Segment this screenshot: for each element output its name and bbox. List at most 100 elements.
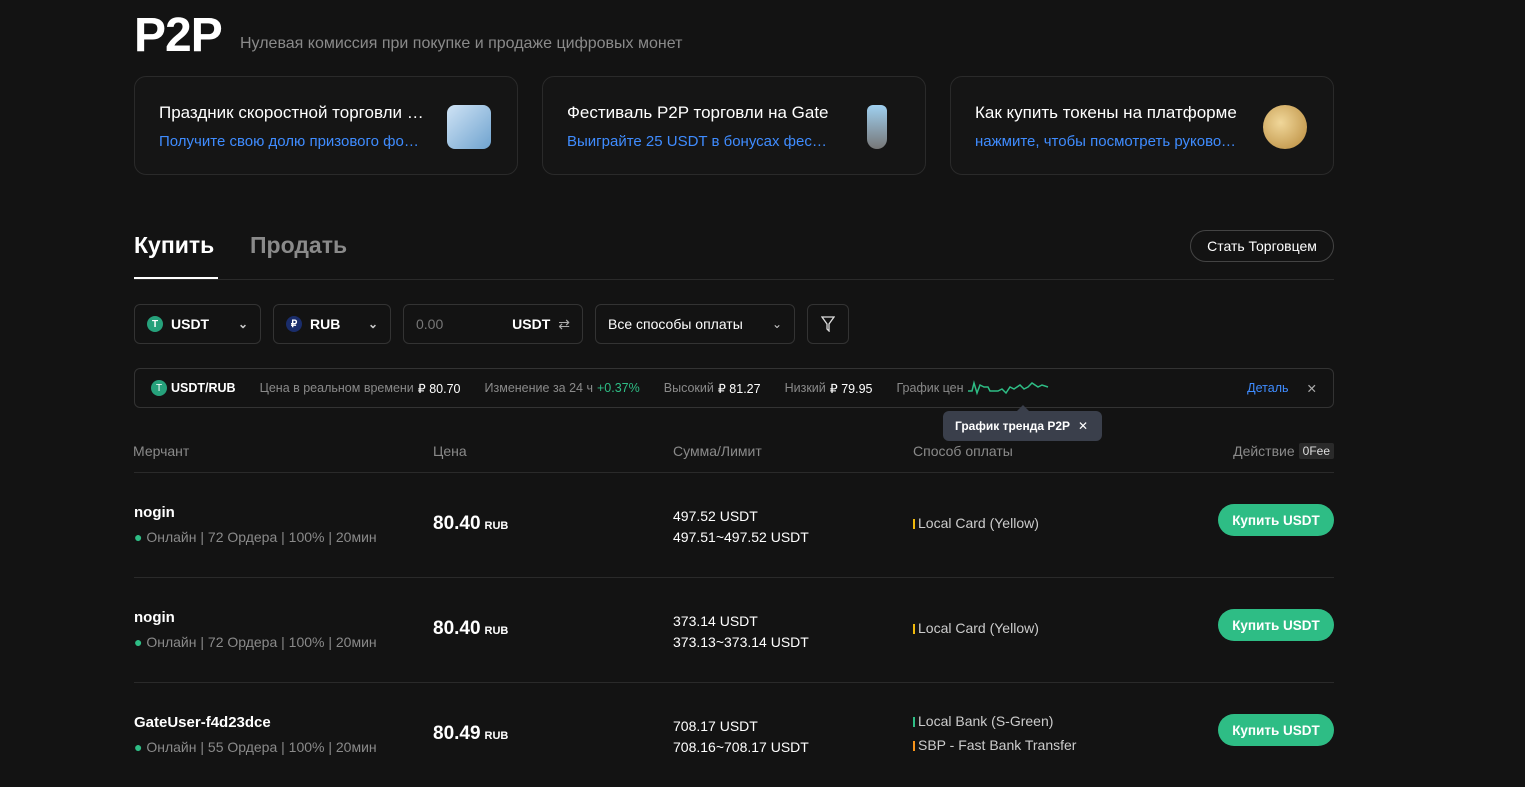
high-value: ₽ 81.27 bbox=[717, 381, 761, 396]
payment-label: Local Card (Yellow) bbox=[918, 515, 1039, 531]
tether-icon: T bbox=[151, 380, 167, 396]
price-currency: RUB bbox=[484, 730, 509, 742]
page-subtitle: Нулевая комиссия при покупке и продаже ц… bbox=[240, 35, 683, 52]
ticker-pair: USDT/RUB bbox=[171, 381, 236, 395]
merchant-stats: ● Онлайн | 55 Ордера | 100% | 20мин bbox=[134, 739, 377, 755]
payment-value: Все способы оплаты bbox=[608, 316, 743, 332]
payment-label: Local Card (Yellow) bbox=[918, 620, 1039, 636]
payment-method: Local Card (Yellow) bbox=[913, 620, 1039, 636]
online-dot-icon: ● bbox=[134, 739, 147, 755]
price-value: 80.40 bbox=[433, 618, 481, 639]
amount-limit: 497.52 USDT 497.51~497.52 USDT bbox=[673, 506, 809, 548]
online-dot-icon: ● bbox=[134, 529, 147, 545]
online-dot-icon: ● bbox=[134, 634, 147, 650]
close-icon[interactable]: ✕ bbox=[1078, 419, 1089, 433]
low-label: Низкий bbox=[784, 381, 826, 395]
amount-input[interactable]: 0.00 USDT ⇄ bbox=[403, 304, 583, 344]
payment-label: Local Bank (S-Green) bbox=[918, 713, 1054, 729]
tooltip: График тренда P2P ✕ bbox=[943, 405, 1102, 441]
amount-limit: 373.14 USDT 373.13~373.14 USDT bbox=[673, 611, 809, 653]
merchant-name[interactable]: GateUser-f4d23dce bbox=[134, 714, 271, 731]
price-currency: RUB bbox=[484, 625, 509, 637]
price: 80.40 RUB bbox=[433, 513, 508, 535]
limit: 497.51~497.52 USDT bbox=[673, 529, 809, 545]
high-label: Высокий bbox=[663, 381, 714, 395]
chevron-down-icon: ⌄ bbox=[367, 317, 378, 331]
stats-text: Онлайн | 72 Ордера | 100% | 20мин bbox=[146, 529, 377, 545]
filter-button[interactable] bbox=[807, 304, 849, 344]
gift-icon bbox=[447, 105, 491, 149]
tooltip-text: График тренда P2P bbox=[955, 419, 1071, 433]
payment-select[interactable]: Все способы оплаты ⌄ bbox=[595, 304, 795, 344]
trophy-icon bbox=[867, 105, 887, 149]
coin-icon bbox=[1263, 105, 1307, 149]
swap-icon[interactable]: ⇄ bbox=[558, 315, 570, 332]
fiat-value: RUB bbox=[310, 316, 341, 332]
crypto-value: USDT bbox=[171, 316, 210, 332]
crypto-select[interactable]: T USDT ⌄ bbox=[134, 304, 261, 344]
ticker-bar: T USDT/RUB Цена в реальном времени ₽ 80.7… bbox=[134, 368, 1334, 408]
price: 80.49 RUB bbox=[433, 723, 508, 745]
ruble-icon: ₽ bbox=[286, 316, 302, 332]
table-row: nogin ● Онлайн | 72 Ордера | 100% | 20ми… bbox=[134, 577, 1334, 682]
filter-icon bbox=[821, 316, 835, 332]
header-action: Действие bbox=[1233, 443, 1295, 459]
amount-placeholder: 0.00 bbox=[416, 316, 444, 332]
chart-label: График цен bbox=[896, 381, 964, 395]
change-value: +0.37% bbox=[597, 381, 640, 395]
stats-text: Онлайн | 72 Ордера | 100% | 20мин bbox=[146, 634, 377, 650]
banner-link[interactable]: нажмите, чтобы посмотреть руководство bbox=[975, 133, 1237, 150]
banner-card[interactable]: Праздник скоростной торговли P2P Получит… bbox=[134, 76, 518, 175]
fee-badge: 0Fee bbox=[1298, 443, 1334, 459]
merchant-name[interactable]: nogin bbox=[134, 609, 175, 626]
banner-title: Праздник скоростной торговли P2P bbox=[159, 103, 429, 122]
sparkline-chart[interactable] bbox=[967, 379, 1050, 397]
limit: 373.13~373.14 USDT bbox=[673, 634, 809, 650]
price: 80.40 RUB bbox=[433, 618, 508, 640]
merchant-name[interactable]: nogin bbox=[134, 504, 175, 521]
become-merchant-button[interactable]: Стать Торговцем bbox=[1190, 230, 1334, 262]
price-value: 80.49 bbox=[433, 723, 481, 744]
divider bbox=[134, 279, 1334, 280]
header-price: Цена bbox=[433, 443, 467, 459]
payment-method: SBP - Fast Bank Transfer bbox=[913, 737, 1076, 753]
change-label: Изменение за 24 ч bbox=[484, 381, 593, 395]
limit: 708.16~708.17 USDT bbox=[673, 739, 809, 755]
banner-card[interactable]: Как купить токены на платформе нажмите, … bbox=[950, 76, 1334, 175]
banner-card[interactable]: Фестиваль P2P торговли на Gate Выиграйте… bbox=[542, 76, 926, 175]
tether-icon: T bbox=[147, 316, 163, 332]
banner-title: Как купить токены на платформе bbox=[975, 103, 1237, 122]
amount: 708.17 USDT bbox=[673, 718, 758, 734]
price-currency: RUB bbox=[484, 520, 509, 532]
merchant-stats: ● Онлайн | 72 Ордера | 100% | 20мин bbox=[134, 529, 377, 545]
fiat-select[interactable]: ₽ RUB ⌄ bbox=[273, 304, 391, 344]
banner-link[interactable]: Выиграйте 25 USDT в бонусах фестиваля bbox=[567, 133, 829, 150]
detail-link[interactable]: Деталь bbox=[1247, 381, 1289, 395]
header-payment: Способ оплаты bbox=[913, 443, 1013, 459]
banner-link[interactable]: Получите свою долю призового фонда bbox=[159, 133, 421, 150]
buy-usdt-button[interactable]: Купить USDT bbox=[1218, 609, 1334, 641]
buy-usdt-button[interactable]: Купить USDT bbox=[1218, 504, 1334, 536]
payment-method: Local Card (Yellow) bbox=[913, 515, 1039, 531]
amount-unit: USDT bbox=[512, 316, 551, 332]
tab-sell[interactable]: Продать bbox=[250, 232, 348, 258]
table-row: GateUser-f4d23dce ● Онлайн | 55 Ордера |… bbox=[134, 682, 1334, 787]
amount: 373.14 USDT bbox=[673, 613, 758, 629]
amount-limit: 708.17 USDT 708.16~708.17 USDT bbox=[673, 716, 809, 758]
price-value: 80.40 bbox=[433, 513, 481, 534]
payment-method: Local Bank (S-Green) bbox=[913, 713, 1053, 729]
banner-title: Фестиваль P2P торговли на Gate bbox=[567, 103, 829, 122]
active-tab-indicator bbox=[134, 277, 218, 279]
tab-buy[interactable]: Купить bbox=[134, 232, 215, 258]
stats-text: Онлайн | 55 Ордера | 100% | 20мин bbox=[146, 739, 377, 755]
realtime-value: ₽ 80.70 bbox=[417, 381, 461, 396]
chevron-down-icon: ⌄ bbox=[771, 317, 782, 331]
chevron-down-icon: ⌄ bbox=[237, 317, 248, 331]
merchant-stats: ● Онлайн | 72 Ордера | 100% | 20мин bbox=[134, 634, 377, 650]
close-icon[interactable]: ✕ bbox=[1306, 381, 1317, 396]
realtime-label: Цена в реальном времени bbox=[259, 381, 414, 395]
buy-usdt-button[interactable]: Купить USDT bbox=[1218, 714, 1334, 746]
amount: 497.52 USDT bbox=[673, 508, 758, 524]
page-title: P2P bbox=[134, 9, 223, 62]
header-amount: Сумма/Лимит bbox=[673, 443, 762, 459]
